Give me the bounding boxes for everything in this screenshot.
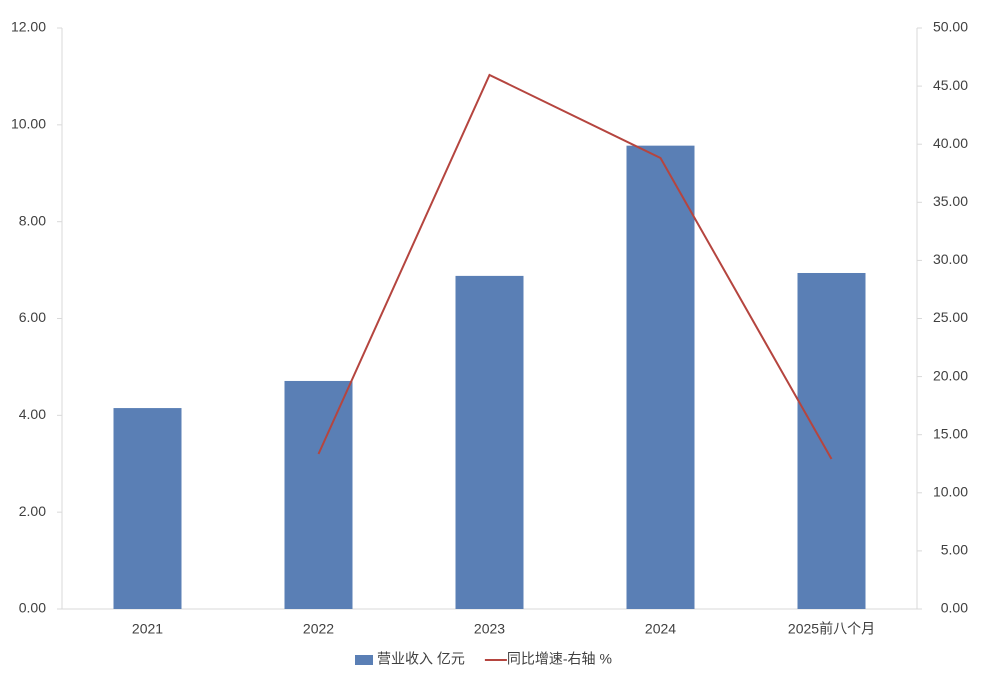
x-tick-label: 2022 bbox=[303, 621, 334, 637]
legend-label: 同比增速-右轴 % bbox=[507, 651, 612, 667]
y2-tick-label: 15.00 bbox=[933, 425, 968, 441]
bar bbox=[455, 275, 524, 609]
x-tick-label: 2023 bbox=[474, 621, 505, 637]
y2-tick-label: 35.00 bbox=[933, 193, 968, 209]
y2-tick-label: 5.00 bbox=[941, 542, 968, 558]
y2-tick-label: 40.00 bbox=[933, 135, 968, 151]
bar bbox=[797, 272, 866, 609]
x-tick-label: 2024 bbox=[645, 621, 676, 637]
y2-tick-label: 25.00 bbox=[933, 309, 968, 325]
y2-tick-label: 30.00 bbox=[933, 251, 968, 267]
y-tick-label: 2.00 bbox=[19, 503, 46, 519]
y2-tick-label: 45.00 bbox=[933, 77, 968, 93]
y-tick-label: 6.00 bbox=[19, 309, 46, 325]
bar bbox=[626, 145, 695, 609]
x-tick-label: 2025前八个月 bbox=[788, 621, 875, 637]
bar bbox=[284, 380, 353, 609]
y-tick-label: 12.00 bbox=[11, 19, 46, 35]
y-tick-label: 8.00 bbox=[19, 212, 46, 228]
y-tick-label: 0.00 bbox=[19, 600, 46, 616]
y2-tick-label: 10.00 bbox=[933, 484, 968, 500]
legend-label: 营业收入 亿元 bbox=[377, 651, 465, 667]
y2-tick-label: 0.00 bbox=[941, 600, 968, 616]
y2-tick-label: 50.00 bbox=[933, 19, 968, 35]
y-tick-label: 10.00 bbox=[11, 116, 46, 132]
y-tick-label: 4.00 bbox=[19, 406, 46, 422]
x-tick-label: 2021 bbox=[132, 621, 163, 637]
bar bbox=[113, 408, 182, 609]
legend-swatch bbox=[355, 655, 373, 665]
line bbox=[317, 73, 833, 460]
y2-tick-label: 20.00 bbox=[933, 367, 968, 383]
